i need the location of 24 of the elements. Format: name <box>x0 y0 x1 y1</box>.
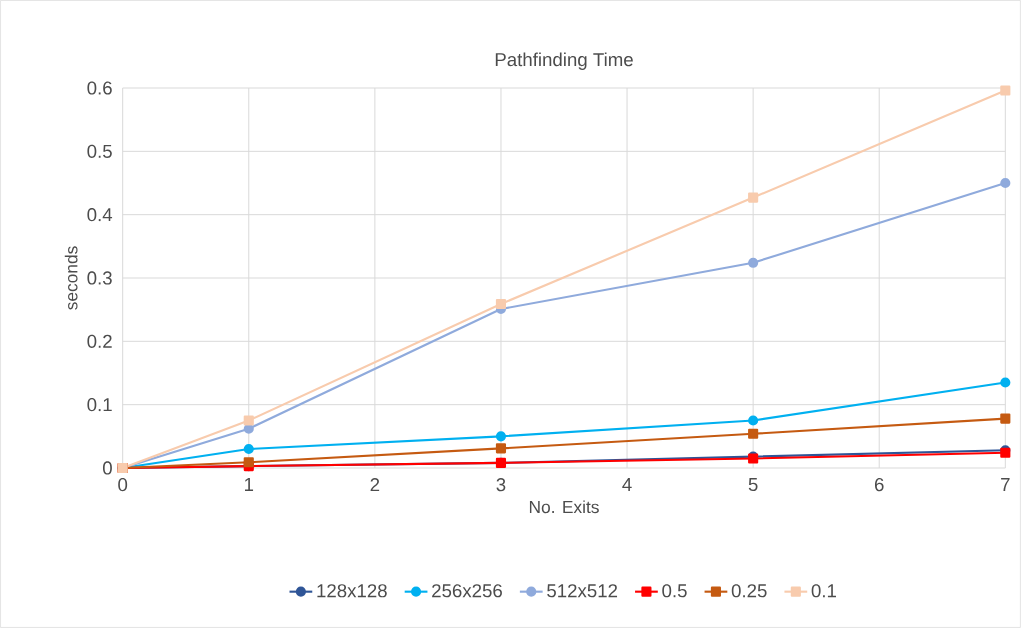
y-tick-label: 0.3 <box>87 271 112 285</box>
x-tick-label: 4 <box>622 478 632 491</box>
x-tick-label: 2 <box>370 478 380 492</box>
chart-title: Pathfinding Time <box>495 52 633 70</box>
y-tick-label: 0.1 <box>87 398 112 412</box>
y-axis-title: seconds <box>64 246 78 310</box>
legend-label: 0.25 <box>731 584 767 598</box>
x-tick-label: 6 <box>874 478 884 492</box>
x-tick-label: 5 <box>748 478 758 492</box>
x-tick-label: 1 <box>245 478 254 491</box>
y-tick-label: 0.2 <box>87 334 112 348</box>
y-tick-label: 0 <box>102 461 112 475</box>
y-tick-label: 0.6 <box>87 81 112 95</box>
y-tick-label: 0.5 <box>87 144 112 158</box>
x-tick-label: 0 <box>118 478 128 492</box>
x-tick-label: 3 <box>496 478 506 492</box>
x-tick-label: 7 <box>1001 478 1010 491</box>
legend-label: 0.5 <box>662 584 687 598</box>
x-axis-title: No. Exits <box>529 500 599 514</box>
y-tick-label: 0.4 <box>87 208 113 222</box>
legend-label: 0.1 <box>811 584 836 598</box>
legend-label: 128x128 <box>317 584 387 598</box>
legend-label: 512x512 <box>547 584 618 598</box>
legend-label: 256x256 <box>432 584 502 598</box>
